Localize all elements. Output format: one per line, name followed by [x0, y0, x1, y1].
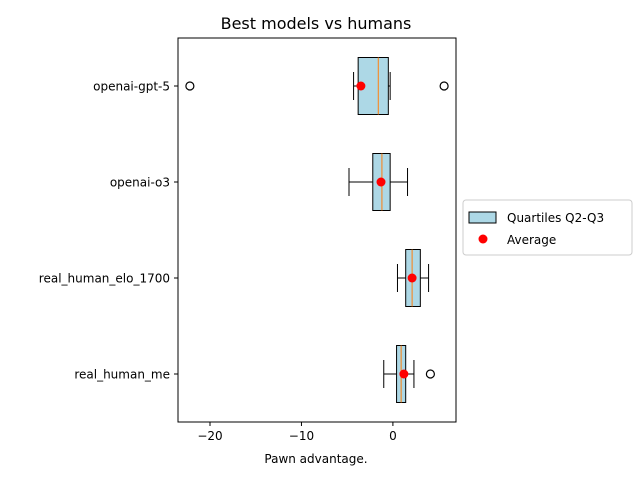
legend-label: Average — [507, 233, 556, 247]
box-group — [185, 57, 449, 115]
x-tick-label: 0 — [389, 429, 397, 443]
outlier-point — [185, 81, 195, 91]
mean-point — [376, 177, 386, 187]
plot-area — [185, 57, 449, 403]
box-group — [396, 249, 430, 307]
chart-title: Best models vs humans — [221, 14, 412, 33]
box-group — [383, 345, 435, 403]
x-tick-label: −10 — [289, 429, 314, 443]
box-group — [348, 153, 409, 211]
y-tick-label: real_human_elo_1700 — [39, 272, 170, 286]
x-axis: −20 −10 0 — [197, 422, 397, 443]
x-tick-label: −20 — [197, 429, 222, 443]
axes-frame — [177, 37, 457, 423]
x-axis-label: Pawn advantage. — [264, 452, 367, 466]
y-tick-label: openai-o3 — [110, 176, 170, 190]
outlier-point — [425, 369, 435, 379]
legend-mean-swatch — [478, 234, 488, 244]
outlier-point — [439, 81, 449, 91]
y-tick-label: openai-gpt-5 — [93, 80, 170, 94]
mean-point — [407, 273, 417, 283]
legend-frame — [462, 199, 633, 256]
legend-label: Quartiles Q2-Q3 — [507, 211, 604, 225]
mean-point — [356, 81, 366, 91]
legend: Quartiles Q2-Q3 Average — [462, 199, 633, 256]
y-axis: openai-gpt-5 openai-o3 real_human_elo_1700… — [39, 80, 178, 382]
legend-box-swatch — [468, 211, 497, 224]
mean-point — [399, 369, 409, 379]
y-tick-label: real_human_me — [74, 368, 170, 382]
